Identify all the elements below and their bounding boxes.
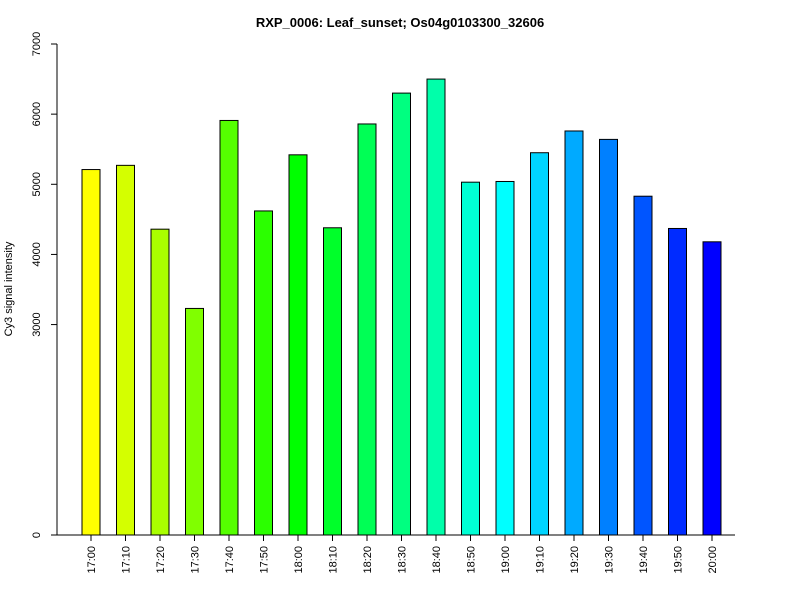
bar-1740 [219, 119, 239, 536]
bar-1700 [81, 169, 101, 536]
x-tick-label: 18:50 [466, 546, 478, 574]
x-tick-label: 17:20 [155, 546, 167, 574]
bar-2000 [702, 241, 722, 536]
x-tick-label: 20:00 [707, 546, 719, 574]
y-tick-label: 6000 [31, 102, 43, 126]
y-tick-label: 0 [31, 532, 43, 538]
x-tick-label: 17:10 [121, 546, 133, 574]
x-tick-label: 18:10 [328, 546, 340, 574]
x-tick-label: 18:00 [293, 546, 305, 574]
x-tick-label: 19:50 [673, 546, 685, 574]
x-tick-label: 17:50 [259, 546, 271, 574]
x-tick-label: 19:40 [638, 546, 650, 574]
bar-1730 [185, 307, 204, 536]
x-axis: 17:00 17:10 17:20 17:30 17:40 17:50 18:00 18:10… [57, 534, 735, 574]
bar-1810 [323, 227, 342, 536]
bar-1750 [254, 210, 273, 536]
bar-1910 [530, 152, 549, 536]
bar-1920 [564, 130, 584, 536]
bar-1830 [392, 92, 411, 536]
x-tick-label: 19:30 [604, 546, 616, 574]
bar-1820 [357, 123, 377, 536]
x-tick-label: 17:00 [86, 546, 98, 574]
y-tick-label: 4000 [31, 242, 43, 266]
x-tick-label: 18:20 [362, 546, 374, 574]
x-tick-label: 19:20 [569, 546, 581, 574]
y-tick-label: 5000 [31, 172, 43, 196]
x-tick-label: 19:10 [535, 546, 547, 574]
x-tick-label: 18:40 [431, 546, 443, 574]
y-axis: 0 3000 4000 5000 6000 7000 [31, 32, 58, 538]
bar-1710 [116, 164, 135, 536]
bars-group [81, 78, 722, 536]
bar-1930 [599, 138, 618, 536]
bar-1840 [426, 78, 446, 536]
y-axis-label: Cy3 signal intensity [3, 241, 15, 336]
x-tick-label: 18:30 [397, 546, 409, 574]
bar-1800 [288, 154, 308, 536]
chart-title: RXP_0006: Leaf_sunset; Os04g0103300_3260… [256, 15, 544, 30]
bar-1900 [495, 180, 515, 536]
bar-1940 [633, 195, 653, 536]
x-tick-label: 17:40 [224, 546, 236, 574]
y-tick-label: 3000 [31, 312, 43, 336]
bar-1850 [461, 181, 480, 536]
bar-1950 [668, 227, 687, 536]
x-tick-label: 19:00 [500, 546, 512, 574]
y-tick-label: 7000 [31, 32, 43, 56]
x-tick-label: 17:30 [190, 546, 202, 574]
bar-1720 [150, 228, 170, 536]
